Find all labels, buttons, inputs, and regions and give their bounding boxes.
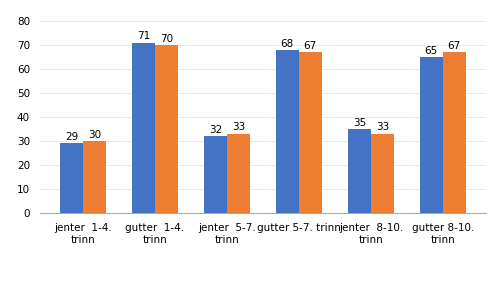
Text: 68: 68: [281, 39, 294, 49]
Bar: [371, 134, 394, 213]
Bar: [299, 52, 322, 213]
Text: 70: 70: [160, 34, 173, 44]
Text: 65: 65: [425, 46, 438, 56]
Text: 71: 71: [137, 31, 150, 41]
Text: 67: 67: [304, 41, 317, 51]
Bar: [60, 143, 83, 213]
Text: 35: 35: [353, 118, 366, 128]
Bar: [83, 141, 106, 213]
Bar: [155, 45, 178, 213]
Text: 67: 67: [448, 41, 461, 51]
Bar: [132, 43, 155, 213]
Bar: [276, 50, 299, 213]
Bar: [227, 134, 250, 213]
Bar: [443, 52, 466, 213]
Text: 30: 30: [88, 130, 101, 140]
Text: 29: 29: [65, 132, 78, 142]
Bar: [420, 57, 443, 213]
Bar: [348, 129, 371, 213]
Text: 33: 33: [375, 123, 389, 132]
Text: 33: 33: [232, 123, 245, 132]
Text: 32: 32: [209, 125, 222, 135]
Bar: [204, 136, 227, 213]
